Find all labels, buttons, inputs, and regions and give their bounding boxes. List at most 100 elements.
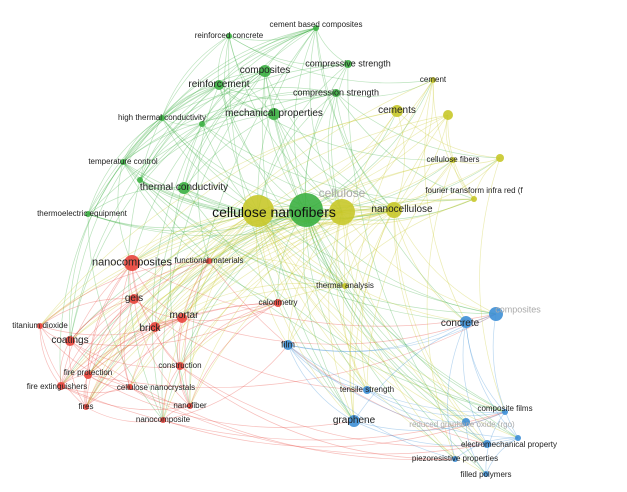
edge	[139, 63, 349, 181]
node-compression-strength[interactable]	[332, 89, 340, 97]
node-cement-based-composites[interactable]	[313, 25, 319, 31]
edge	[133, 114, 449, 300]
node-mechanical-properties[interactable]	[268, 108, 280, 120]
node-label: gels	[124, 293, 144, 304]
edge	[131, 262, 181, 367]
edge	[287, 209, 395, 346]
edge	[162, 210, 259, 421]
node-fourier-transform-infra-red-f[interactable]	[471, 196, 477, 202]
node-concrete[interactable]	[460, 316, 472, 328]
node-fire-extinguishers[interactable]	[57, 382, 65, 390]
edge	[485, 437, 519, 475]
node-cellulose-nanocrystals[interactable]	[127, 384, 133, 390]
node-label: compressive strength	[305, 58, 391, 69]
edge	[179, 210, 259, 367]
node-nanofiber[interactable]	[187, 403, 193, 409]
node-nanocellulose[interactable]	[386, 202, 402, 218]
edge	[139, 113, 275, 181]
edge	[473, 157, 501, 200]
node-thermal-analysis[interactable]	[342, 283, 348, 289]
node-label: construction	[158, 361, 202, 370]
edge	[154, 210, 259, 328]
edge	[69, 340, 456, 461]
edge	[69, 340, 87, 408]
node-nanocomposite[interactable]	[160, 417, 166, 423]
node-composite-films[interactable]	[502, 409, 508, 415]
edge	[131, 262, 497, 327]
node-titanium-dioxide[interactable]	[37, 323, 43, 329]
edge	[366, 389, 467, 423]
node-nanocomposites[interactable]	[124, 255, 140, 271]
edge	[189, 209, 395, 407]
node-cellulose[interactable]	[329, 199, 355, 225]
node-composites[interactable]	[259, 65, 271, 77]
node-fire-protection[interactable]	[84, 371, 92, 379]
node-label: composite films	[477, 404, 533, 413]
edge	[122, 92, 337, 163]
node-cement[interactable]	[430, 77, 436, 83]
node-unlabeled[interactable]	[443, 110, 453, 120]
edge	[315, 27, 349, 65]
edge	[131, 110, 398, 264]
node-fires[interactable]	[83, 404, 89, 410]
edge	[179, 365, 488, 447]
node-unlabeled[interactable]	[496, 154, 504, 162]
edge	[189, 27, 317, 407]
node-film[interactable]	[283, 340, 293, 350]
node-unlabeled[interactable]	[515, 435, 521, 441]
edge	[393, 114, 449, 211]
node-cellulose-nanofibers[interactable]	[242, 195, 274, 227]
node-construction[interactable]	[176, 362, 184, 370]
node-graphene[interactable]	[348, 415, 360, 427]
node-mortar[interactable]	[177, 313, 187, 323]
edge	[184, 260, 210, 407]
edge	[361, 209, 395, 391]
node-high-thermal-conductivity[interactable]	[159, 115, 165, 121]
node-reinforcement[interactable]	[214, 80, 224, 90]
edge	[154, 209, 307, 328]
edge	[257, 114, 449, 212]
node-coatings[interactable]	[65, 336, 75, 346]
edge	[393, 110, 405, 211]
node-filled-polymers[interactable]	[483, 471, 489, 477]
node-cements[interactable]	[391, 105, 403, 117]
node-thermal-conductivity[interactable]	[178, 182, 190, 194]
node-reduced-graphene-oxide-rgo-[interactable]	[462, 418, 470, 426]
node-thermoelectric-equipment[interactable]	[85, 211, 91, 217]
edge	[257, 210, 467, 323]
node-calorimetry[interactable]	[274, 299, 282, 307]
node-brick[interactable]	[150, 322, 160, 332]
node-gels[interactable]	[129, 294, 139, 304]
node-tensile-strength[interactable]	[363, 386, 371, 394]
edge	[59, 161, 124, 387]
node-unlabeled[interactable]	[289, 193, 323, 227]
edge	[181, 209, 307, 319]
edge	[139, 179, 497, 315]
node-unlabeled[interactable]	[137, 177, 143, 183]
edge	[277, 114, 449, 304]
edge	[492, 313, 519, 439]
node-reinforced-concrete[interactable]	[226, 33, 232, 39]
edge	[162, 411, 506, 448]
edge	[139, 35, 230, 181]
node-unlabeled[interactable]	[199, 121, 205, 127]
node-label: graphene	[332, 415, 376, 426]
edge	[60, 262, 133, 387]
edge	[129, 210, 259, 388]
node-functional-materials[interactable]	[206, 258, 212, 264]
node-layer	[37, 25, 521, 477]
edge	[129, 209, 395, 388]
edge	[305, 209, 368, 391]
node-label: cellulose fibers	[426, 155, 480, 164]
node-compressive-strength[interactable]	[344, 60, 352, 68]
edge	[426, 159, 456, 460]
node-temperature-control[interactable]	[120, 159, 126, 165]
edge	[218, 84, 337, 101]
node-composites[interactable]	[489, 307, 503, 321]
node-electromechanical-property[interactable]	[483, 440, 491, 448]
edge	[87, 298, 135, 376]
edge	[218, 27, 317, 86]
node-cellulose-fibers[interactable]	[450, 157, 456, 163]
node-label: nanocellulose	[371, 204, 433, 215]
node-piezoresistive-properties[interactable]	[452, 456, 458, 462]
